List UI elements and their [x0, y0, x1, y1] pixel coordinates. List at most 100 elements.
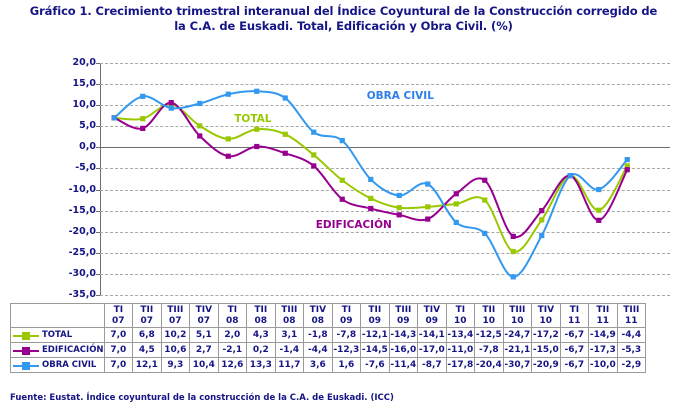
data-point-marker	[197, 123, 203, 129]
header-year: 09	[368, 315, 382, 326]
table-column-header: TI 08	[217, 303, 248, 328]
header-quarter: TII	[368, 304, 382, 315]
table-cell-value: 9,3	[160, 357, 191, 373]
data-point-marker	[225, 153, 231, 159]
legend-swatch-icon	[13, 331, 39, 340]
data-point-marker	[197, 133, 203, 139]
table-cell-value: 7,0	[103, 357, 134, 373]
table-cell-value: -7,8	[474, 342, 504, 358]
gridline	[100, 168, 670, 170]
table-cell-value: 3,1	[274, 327, 305, 343]
y-axis-labels: 20,0 15,0 10,0 5,0 0,0 -5,0 -10,0 -15,0 -20,0 -25…	[30, 55, 96, 303]
chart-area: 20,0 15,0 10,0 5,0 0,0 -5,0 -10,0 -15,0 -20,0 -25…	[0, 55, 687, 300]
table-cell-value: -14,5	[360, 342, 390, 358]
table-cell-value: -20,4	[474, 357, 504, 373]
data-point-marker	[168, 105, 174, 111]
y-tick-mark	[96, 189, 100, 191]
header-quarter: TII	[596, 304, 610, 315]
data-point-marker	[425, 181, 431, 187]
data-point-marker	[396, 212, 402, 218]
table-cell-value: -12,5	[474, 327, 504, 343]
data-point-marker	[624, 156, 630, 163]
table-column-header: TIII 07	[160, 303, 191, 328]
data-point-marker	[596, 217, 602, 223]
gridline	[100, 126, 670, 128]
y-tick-label: -30,0	[68, 267, 96, 279]
y-tick-label: -5,0	[75, 162, 96, 174]
table-cell-value: -8,7	[417, 357, 447, 373]
y-tick-label: 0,0	[79, 141, 96, 153]
header-quarter: TII	[140, 304, 154, 315]
table-row: TOTAL 7,0 6,8 10,2 5,1 2,0 4,3 3,1 -1,8 -7,8 -12,1…	[10, 327, 647, 343]
table-cell-value: 2,0	[217, 327, 248, 343]
data-point-marker	[368, 176, 374, 183]
header-year: 09	[340, 315, 353, 326]
data-table: TI 07 TII 07 TIII 07 TIV 07 TI 08 TII 08 TIII 08 TIV 08…	[10, 303, 647, 373]
source-note: Fuente: Eustat. Índice coyuntural de la …	[10, 393, 394, 403]
data-point-marker	[282, 131, 288, 137]
data-point-marker	[624, 167, 630, 173]
gridline	[100, 105, 670, 107]
gridline	[100, 63, 670, 64]
header-year: 07	[169, 315, 182, 326]
header-year: 11	[568, 315, 581, 326]
legend-label: TOTAL	[42, 330, 73, 340]
table-cell-value: -24,7	[502, 327, 533, 343]
data-point-marker	[368, 205, 374, 212]
data-point-marker	[339, 177, 345, 183]
data-point-marker	[539, 232, 545, 239]
table-cell-value: -4,4	[616, 327, 647, 343]
table-cell-value: 4,3	[246, 327, 276, 343]
data-point-marker	[567, 173, 573, 179]
table-cell-value: -4,4	[303, 342, 333, 358]
table-column-header: TI 07	[103, 303, 134, 328]
header-year: 10	[539, 315, 553, 326]
table-column-header: TIII 09	[388, 303, 419, 328]
table-cell-value: -14,3	[388, 327, 419, 343]
y-tick-mark	[96, 126, 100, 128]
y-tick-mark	[96, 84, 100, 86]
table-cell-value: 4,5	[132, 342, 162, 358]
data-point-marker	[254, 88, 260, 94]
table-cell-value: 2,7	[189, 342, 219, 358]
table-column-header: TIV 07	[189, 303, 219, 328]
series-label-edificacion: EDIFICACIÓN	[315, 219, 392, 232]
header-quarter: TI	[113, 304, 124, 315]
data-point-marker	[140, 116, 146, 122]
table-cell-value: -14,9	[588, 327, 618, 343]
gridline	[100, 252, 670, 254]
table-cell-value: 7,0	[103, 327, 134, 343]
data-point-marker	[510, 233, 516, 239]
table-cell-value: 10,6	[160, 342, 191, 358]
table-column-header: TIV 08	[303, 303, 333, 328]
data-point-marker	[596, 186, 602, 193]
header-year: 09	[425, 315, 439, 326]
table-cell-value: -11,4	[388, 357, 419, 373]
header-quarter: TI	[227, 304, 238, 315]
data-point-marker	[311, 163, 317, 169]
gridline	[100, 273, 670, 275]
table-cell-value: -2,9	[616, 357, 647, 373]
table-cell-value: 1,6	[331, 357, 362, 373]
y-tick-mark	[96, 147, 100, 149]
header-year: 07	[197, 315, 211, 326]
data-point-marker	[311, 129, 317, 135]
y-tick-mark	[96, 231, 100, 233]
y-tick-mark	[96, 63, 100, 64]
header-year: 10	[511, 315, 524, 326]
legend-swatch-icon	[13, 346, 39, 355]
table-cell-value: -14,1	[417, 327, 447, 343]
series-lines	[111, 88, 630, 280]
table-row: OBRA CIVIL 7,0 12,1 9,3 10,4 12,6 13,3 11,7 3,6 1…	[10, 357, 647, 373]
header-year: 08	[226, 315, 239, 326]
gridline	[100, 231, 670, 233]
table-cell-value: -30,7	[502, 357, 533, 373]
table-column-header: TIII 11	[616, 303, 647, 328]
table-cell-value: 11,7	[274, 357, 305, 373]
table-cell-value: -20,9	[531, 357, 561, 373]
table-body: TOTAL 7,0 6,8 10,2 5,1 2,0 4,3 3,1 -1,8 -7,8 -12,1…	[10, 327, 647, 373]
y-tick-label: -15,0	[68, 204, 96, 216]
table-column-header: TII 07	[132, 303, 162, 328]
y-tick-label: -20,0	[68, 225, 96, 237]
